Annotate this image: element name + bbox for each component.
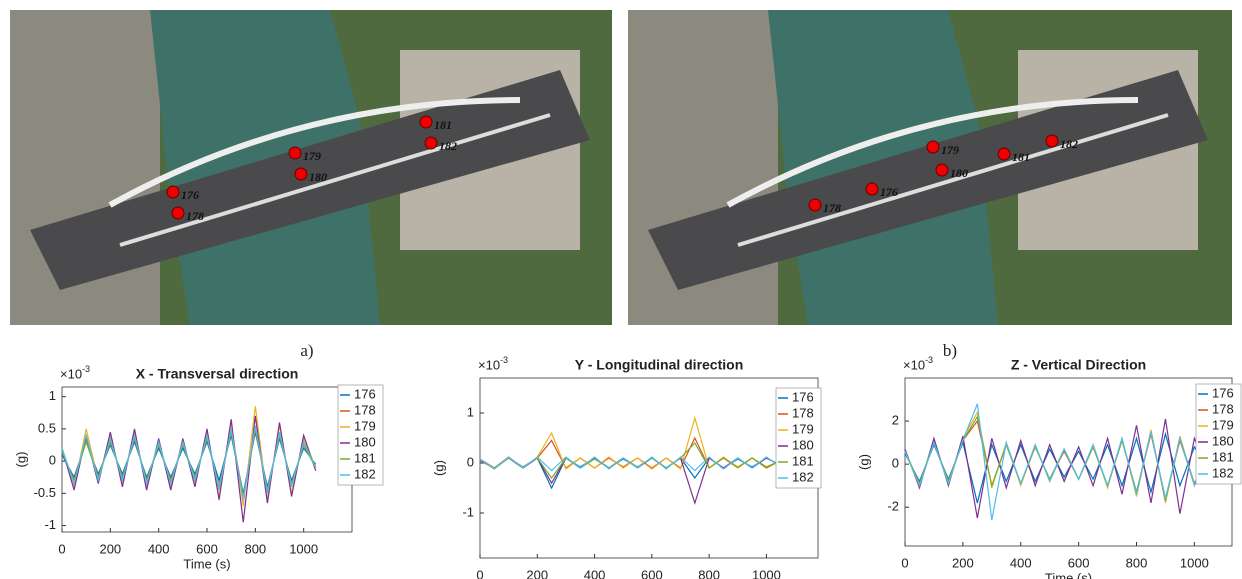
y-tick-label: -2 <box>887 499 899 514</box>
legend-label: 180 <box>792 437 814 452</box>
panel-label: b) <box>943 341 957 360</box>
y-tick-label: -0.5 <box>34 485 56 500</box>
sensor-label: 176 <box>181 188 199 202</box>
sensor-marker <box>171 206 185 220</box>
aerial-photo-a <box>10 10 612 325</box>
y-axis-label: (g) <box>431 460 446 476</box>
legend-label: 179 <box>354 418 376 433</box>
x-tick-label: 200 <box>99 541 121 556</box>
legend-label: 178 <box>1212 401 1234 416</box>
y-tick-label: 0 <box>892 456 899 471</box>
signal-line <box>479 456 782 472</box>
legend-label: 182 <box>354 466 376 481</box>
x-tick-label: 800 <box>698 567 720 579</box>
sensor-label: 178 <box>186 209 204 223</box>
x-tick-label: 1000 <box>752 567 781 579</box>
sensor-marker <box>865 182 879 196</box>
y-tick-label: 1 <box>467 404 474 419</box>
x-tick-label: 600 <box>641 567 663 579</box>
sensor-label: 178 <box>823 201 841 215</box>
x-tick-label: 400 <box>1010 555 1032 570</box>
legend-label: 176 <box>792 389 814 404</box>
y-tick-label: 0.5 <box>38 420 56 435</box>
axis-multiplier: ×10-3 <box>60 364 90 381</box>
chart-title: X - Transversal direction <box>136 366 299 382</box>
legend-label: 181 <box>354 450 376 465</box>
plot-frame <box>61 386 353 533</box>
sensor-label: 179 <box>941 143 959 157</box>
plot-frame <box>904 377 1233 547</box>
chart-title: Y - Longitudinal direction <box>575 357 744 373</box>
sensor-marker <box>288 146 302 160</box>
sensor-marker <box>935 163 949 177</box>
y-tick-label: 1 <box>49 388 56 403</box>
sensor-label: 180 <box>309 170 327 184</box>
x-tick-label: 800 <box>1126 555 1148 570</box>
sensor-marker <box>926 140 940 154</box>
legend-label: 180 <box>354 434 376 449</box>
y-tick-label: 0 <box>467 454 474 469</box>
legend-label: 178 <box>354 402 376 417</box>
sensor-marker <box>419 115 433 129</box>
y-tick-label: -1 <box>44 517 56 532</box>
sensor-marker <box>1045 134 1059 148</box>
aerial-photo-b <box>628 10 1232 325</box>
axis-multiplier: ×10-3 <box>903 355 933 372</box>
y-axis-label: (g) <box>13 452 28 468</box>
legend-label: 179 <box>792 421 814 436</box>
sensor-label: 176 <box>880 185 898 199</box>
legend-label: 181 <box>792 453 814 468</box>
x-tick-label: 1000 <box>1180 555 1209 570</box>
axis-exponent: -3 <box>500 355 508 365</box>
plot-frame <box>479 377 819 559</box>
x-tick-label: 0 <box>476 567 483 579</box>
sensor-label: 182 <box>439 139 457 153</box>
axis-multiplier: ×10-3 <box>478 355 508 372</box>
legend-label: 176 <box>354 386 376 401</box>
axis-exponent: -3 <box>925 355 933 365</box>
chart-title: Z - Vertical Direction <box>1011 357 1146 373</box>
x-tick-label: 200 <box>526 567 548 579</box>
sensor-marker <box>424 136 438 150</box>
sensor-label: 181 <box>1012 150 1030 164</box>
x-tick-label: 1000 <box>289 541 318 556</box>
legend-box <box>775 387 822 489</box>
x-tick-label: 200 <box>952 555 974 570</box>
legend-label: 180 <box>1212 433 1234 448</box>
y-tick-label: 2 <box>892 413 899 428</box>
x-tick-label: 600 <box>196 541 218 556</box>
y-tick-label: -1 <box>462 504 474 519</box>
legend-label: 181 <box>1212 449 1234 464</box>
y-axis-label: (g) <box>856 454 871 470</box>
sensor-label: 182 <box>1060 137 1078 151</box>
legend-label: 178 <box>792 405 814 420</box>
legend-label: 182 <box>1212 465 1234 480</box>
sensor-label: 181 <box>434 118 452 132</box>
sensor-marker <box>808 198 822 212</box>
x-axis-label: Time (s) <box>183 556 230 571</box>
panel-label: a) <box>300 341 313 360</box>
sensor-label: 180 <box>950 166 968 180</box>
signal-line <box>61 425 317 500</box>
sensor-marker <box>997 147 1011 161</box>
legend-label: 179 <box>1212 417 1234 432</box>
sensor-marker <box>166 185 180 199</box>
legend-label: 182 <box>792 469 814 484</box>
x-tick-label: 0 <box>901 555 908 570</box>
sensor-label: 179 <box>303 149 321 163</box>
legend-label: 176 <box>1212 385 1234 400</box>
signal-line <box>904 403 1210 521</box>
x-tick-label: 400 <box>148 541 170 556</box>
x-tick-label: 600 <box>1068 555 1090 570</box>
legend-box <box>1195 383 1242 485</box>
x-tick-label: 0 <box>58 541 65 556</box>
x-axis-label: Time (s) <box>1045 570 1092 579</box>
legend-box <box>337 384 384 486</box>
x-tick-label: 400 <box>584 567 606 579</box>
axis-exponent: -3 <box>82 364 90 374</box>
sensor-marker <box>294 167 308 181</box>
x-tick-label: 800 <box>244 541 266 556</box>
y-tick-label: 0 <box>49 453 56 468</box>
